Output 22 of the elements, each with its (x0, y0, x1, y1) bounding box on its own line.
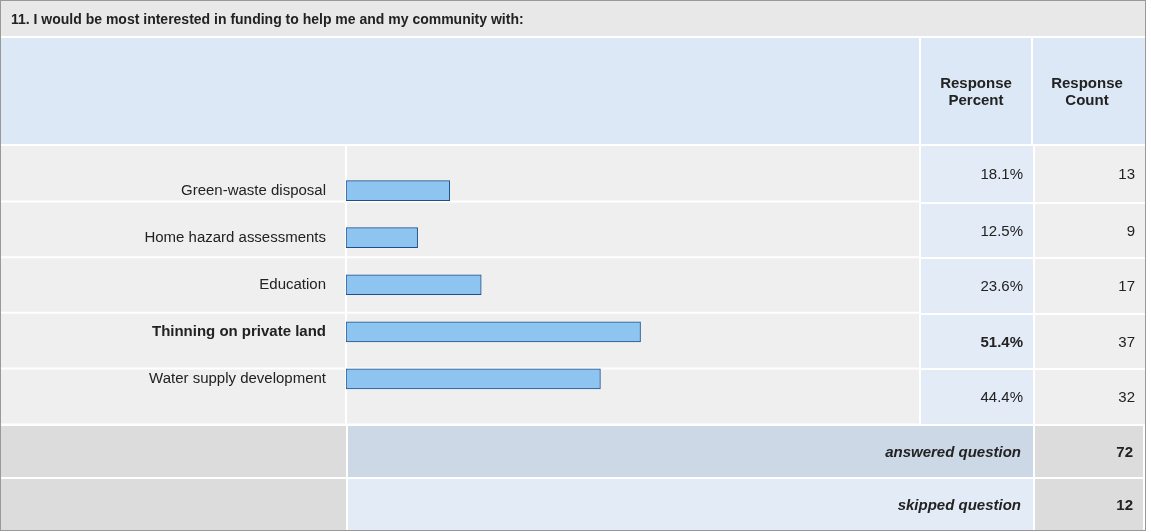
text: 13 (1117, 164, 1136, 185)
text: 12 (1033, 478, 1143, 530)
data-label: 18.1% (979, 164, 1024, 185)
text: Response Percent (919, 38, 1031, 144)
text: 72 (1033, 425, 1143, 477)
y-tick-label: Thinning on private land (151, 321, 326, 339)
data-label: 51.4% (921, 312, 1033, 368)
text: 9 (1035, 201, 1145, 257)
chart-title: 11. I would be most interested in funding to help me and my community with: (1, 1, 1145, 38)
text: Response Count (1031, 38, 1141, 144)
y-tick-label: Education (259, 274, 326, 292)
text: 17 (1035, 257, 1145, 313)
text: 32 (1035, 368, 1145, 424)
y-tick-label: Green-waste disposal (181, 180, 326, 198)
y-tick-label: Home hazard assessments (144, 227, 326, 245)
text: skipped question (346, 478, 1033, 530)
y-tick-label: Water supply development (149, 369, 327, 387)
data-label: 44.4% (921, 368, 1033, 424)
text: 37 (1035, 312, 1145, 368)
text: answered question (346, 425, 1033, 477)
data-label: 23.6% (921, 257, 1033, 313)
data-label: 12.5% (921, 201, 1033, 257)
